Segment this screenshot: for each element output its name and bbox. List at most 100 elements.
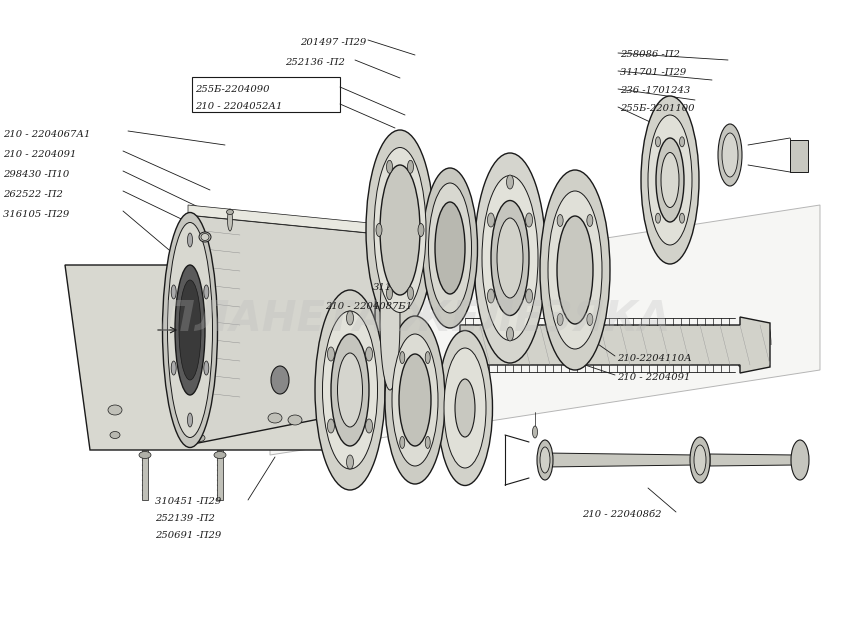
- Bar: [192, 77, 340, 112]
- Text: 252136 -П2: 252136 -П2: [285, 58, 345, 67]
- Ellipse shape: [525, 213, 533, 227]
- Bar: [217, 450, 223, 500]
- Ellipse shape: [537, 440, 553, 480]
- Ellipse shape: [487, 289, 495, 303]
- Ellipse shape: [656, 138, 684, 222]
- Ellipse shape: [438, 331, 492, 485]
- Ellipse shape: [722, 133, 738, 177]
- Ellipse shape: [322, 311, 377, 469]
- Text: 210 - 220408б2: 210 - 220408б2: [582, 510, 661, 519]
- Ellipse shape: [387, 287, 393, 300]
- Ellipse shape: [407, 160, 413, 173]
- Text: 236 -1701243: 236 -1701243: [620, 86, 690, 95]
- Ellipse shape: [201, 233, 209, 241]
- Text: 210 - 2204091: 210 - 2204091: [617, 373, 690, 382]
- Ellipse shape: [418, 223, 424, 236]
- Polygon shape: [270, 205, 820, 455]
- Ellipse shape: [540, 170, 610, 370]
- Ellipse shape: [586, 215, 592, 227]
- Text: 210 - 2204087Б1: 210 - 2204087Б1: [325, 302, 412, 311]
- Text: 250691 -П29: 250691 -П29: [155, 531, 221, 540]
- Text: 316105 -П29: 316105 -П29: [3, 210, 69, 219]
- Text: 210 - 2204052А1: 210 - 2204052А1: [195, 102, 282, 111]
- Ellipse shape: [175, 265, 205, 395]
- Ellipse shape: [139, 451, 151, 459]
- Text: 210 - 2204091: 210 - 2204091: [3, 150, 76, 159]
- Ellipse shape: [315, 290, 385, 490]
- Ellipse shape: [204, 285, 209, 299]
- Ellipse shape: [110, 431, 120, 438]
- Ellipse shape: [557, 215, 564, 227]
- Ellipse shape: [400, 352, 405, 363]
- Ellipse shape: [268, 413, 282, 423]
- Ellipse shape: [557, 216, 593, 324]
- Text: 201497 -П29: 201497 -П29: [300, 38, 366, 47]
- Ellipse shape: [497, 218, 523, 298]
- Ellipse shape: [641, 96, 699, 264]
- Text: 258086 -П2: 258086 -П2: [620, 50, 680, 59]
- Polygon shape: [460, 317, 770, 373]
- Ellipse shape: [228, 209, 233, 231]
- Ellipse shape: [661, 152, 679, 207]
- Ellipse shape: [435, 202, 465, 294]
- Bar: [142, 450, 148, 500]
- Ellipse shape: [455, 379, 475, 437]
- Ellipse shape: [214, 451, 226, 459]
- Ellipse shape: [375, 238, 405, 402]
- Ellipse shape: [271, 366, 289, 394]
- Polygon shape: [65, 265, 335, 450]
- Ellipse shape: [648, 115, 692, 245]
- Ellipse shape: [482, 176, 538, 340]
- Ellipse shape: [347, 455, 354, 469]
- Text: 311701 -П29: 311701 -П29: [620, 68, 686, 77]
- Ellipse shape: [366, 347, 372, 361]
- Ellipse shape: [399, 354, 431, 446]
- Ellipse shape: [679, 137, 684, 147]
- Ellipse shape: [366, 419, 372, 433]
- Text: 298430 -П10: 298430 -П10: [3, 170, 69, 179]
- Ellipse shape: [171, 361, 176, 375]
- Ellipse shape: [380, 250, 400, 390]
- Ellipse shape: [540, 447, 550, 473]
- Ellipse shape: [425, 436, 430, 448]
- Ellipse shape: [376, 223, 382, 236]
- Ellipse shape: [655, 137, 660, 147]
- Text: 311: 311: [373, 283, 392, 292]
- Polygon shape: [710, 454, 795, 466]
- Ellipse shape: [288, 415, 302, 425]
- Ellipse shape: [162, 212, 218, 448]
- Ellipse shape: [108, 405, 122, 415]
- Ellipse shape: [507, 327, 513, 341]
- Ellipse shape: [507, 175, 513, 189]
- Ellipse shape: [188, 233, 192, 247]
- Text: 262522 -П2: 262522 -П2: [3, 190, 63, 199]
- Ellipse shape: [474, 153, 546, 363]
- Ellipse shape: [690, 437, 710, 483]
- Polygon shape: [545, 453, 695, 467]
- Ellipse shape: [380, 165, 420, 295]
- Ellipse shape: [428, 183, 472, 313]
- Polygon shape: [188, 205, 390, 235]
- Polygon shape: [188, 215, 390, 445]
- Ellipse shape: [167, 222, 212, 438]
- Ellipse shape: [679, 213, 684, 223]
- Ellipse shape: [422, 168, 478, 328]
- Bar: [790, 140, 808, 172]
- Ellipse shape: [195, 435, 205, 441]
- Ellipse shape: [548, 191, 602, 349]
- Ellipse shape: [557, 313, 564, 326]
- Ellipse shape: [400, 436, 405, 448]
- Ellipse shape: [525, 289, 533, 303]
- Ellipse shape: [374, 147, 426, 313]
- Ellipse shape: [331, 334, 369, 446]
- Ellipse shape: [347, 311, 354, 325]
- Ellipse shape: [204, 361, 209, 375]
- Ellipse shape: [694, 445, 706, 475]
- Text: ПЛАНЕТА ЖЕЛЕЗЯКА: ПЛАНЕТА ЖЕЛЕЗЯКА: [160, 298, 670, 340]
- Text: 210 - 2204067А1: 210 - 2204067А1: [3, 130, 90, 139]
- Ellipse shape: [791, 440, 809, 480]
- Ellipse shape: [337, 353, 362, 427]
- Ellipse shape: [327, 419, 334, 433]
- Ellipse shape: [171, 285, 176, 299]
- Ellipse shape: [718, 124, 742, 186]
